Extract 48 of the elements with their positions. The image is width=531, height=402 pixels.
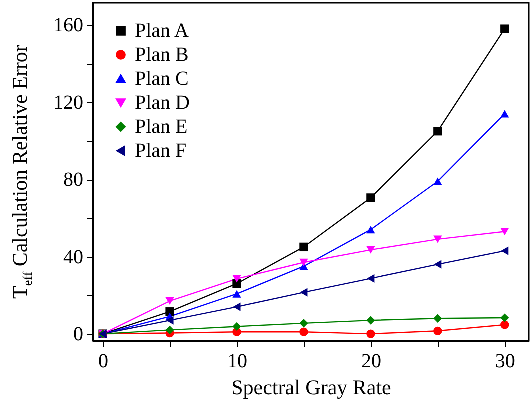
- point: [500, 110, 510, 118]
- legend-label: Plan C: [135, 68, 189, 90]
- y-tick-label: 40: [64, 246, 84, 268]
- point: [434, 326, 442, 336]
- y-tick-label: 80: [64, 169, 84, 192]
- point: [300, 258, 308, 266]
- point: [300, 319, 308, 328]
- point: [232, 322, 242, 332]
- point: [500, 24, 510, 34]
- x-tick-label: 20: [361, 350, 382, 372]
- point: [366, 330, 376, 338]
- x-axis-title: Spectral Gray Rate: [232, 376, 392, 400]
- point: [300, 242, 308, 252]
- point: [367, 274, 375, 283]
- point: [233, 302, 241, 312]
- point: [232, 275, 242, 283]
- point: [501, 246, 509, 256]
- legend-label: Plan F: [135, 140, 187, 162]
- x-tick-label: 0: [98, 350, 109, 372]
- point: [166, 308, 174, 316]
- point: [232, 290, 242, 298]
- y-tick-label: 120: [54, 92, 84, 114]
- point: [166, 297, 174, 305]
- point: [500, 314, 510, 322]
- legend-label: Plan A: [135, 20, 190, 42]
- point: [166, 326, 174, 335]
- point: [300, 328, 308, 336]
- point: [232, 280, 242, 288]
- legend-label: Plan D: [135, 92, 190, 114]
- point: [434, 178, 442, 186]
- point: [500, 320, 510, 330]
- point: [366, 194, 376, 202]
- point: [366, 316, 376, 325]
- point: [434, 236, 442, 244]
- legend-label: Plan B: [135, 44, 189, 66]
- x-tick-label: 10: [227, 350, 248, 372]
- point: [434, 260, 442, 269]
- point: [366, 246, 376, 254]
- x-tick-label: 30: [495, 350, 516, 372]
- y-tick-label: 160: [54, 14, 84, 37]
- point: [500, 228, 510, 236]
- y-tick-label: 0: [74, 324, 84, 346]
- legend-label: Plan E: [135, 116, 188, 138]
- point: [366, 226, 376, 234]
- point: [166, 316, 174, 325]
- point: [434, 314, 442, 323]
- point: [300, 288, 308, 297]
- point: [434, 127, 442, 136]
